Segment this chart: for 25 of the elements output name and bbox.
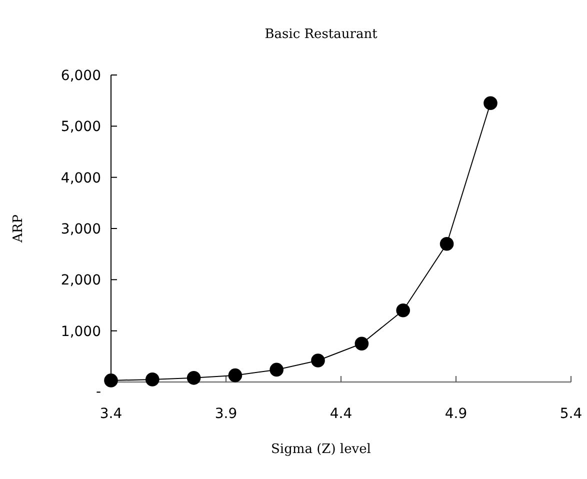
chart-title: Basic Restaurant (264, 27, 378, 42)
point (145, 372, 160, 386)
point (270, 362, 284, 377)
x-tick-label: 4.4 (330, 406, 352, 422)
x-tick-label: 5.4 (560, 406, 582, 422)
y-tick-label: 5,000 (60, 119, 101, 136)
point (484, 96, 498, 110)
point (104, 374, 118, 388)
y-tick-label: - (96, 384, 101, 400)
point (354, 336, 369, 351)
y-tick-label: 1,000 (60, 324, 101, 340)
y-tick-label: 4,000 (60, 170, 101, 186)
x-tick-label: 4.9 (444, 406, 468, 422)
point (396, 303, 410, 318)
x-tick-label: 3.9 (214, 406, 238, 422)
point (186, 371, 201, 385)
y-tick-label: 6,000 (60, 68, 101, 84)
y-tick-label: 3,000 (60, 222, 101, 238)
point (228, 368, 242, 382)
x-axis-title: Sigma (Z) level (271, 442, 371, 457)
point (440, 236, 454, 251)
x-tick-label: 3.4 (100, 406, 122, 422)
y-axis-title: ARP (11, 214, 26, 244)
point (311, 354, 325, 368)
y-tick-label: 2,000 (60, 272, 101, 289)
